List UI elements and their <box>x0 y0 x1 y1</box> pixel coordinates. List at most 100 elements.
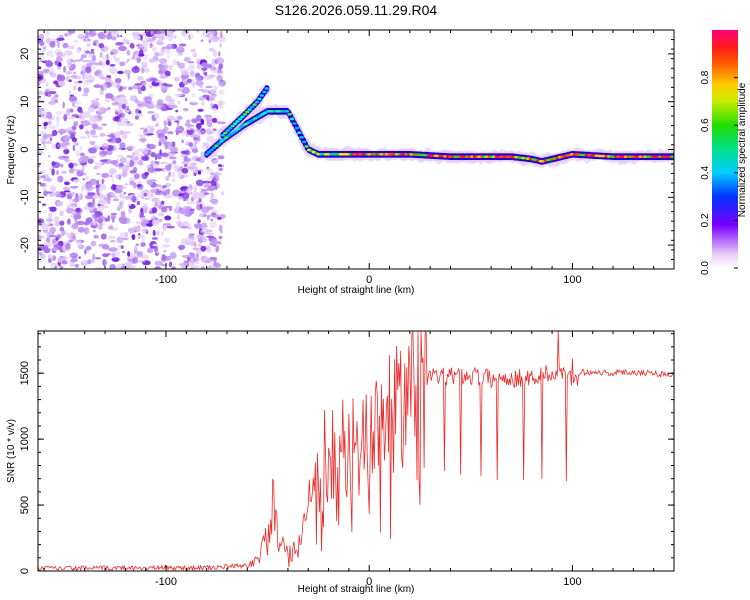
noise-blob <box>221 191 224 196</box>
noise-blob <box>49 54 54 58</box>
noise-blob <box>113 195 119 200</box>
noise-blob <box>44 91 49 97</box>
noise-blob <box>159 161 169 165</box>
ridge-core <box>302 140 307 144</box>
noise-blob <box>155 80 160 83</box>
noise-blob <box>46 30 50 37</box>
ridge-core <box>294 126 300 130</box>
noise-blob <box>170 63 174 70</box>
ridge-core <box>221 138 226 141</box>
noise-blob <box>57 41 60 49</box>
noise-blob <box>105 77 111 83</box>
noise-blob <box>79 136 88 139</box>
noise-blob <box>63 65 66 73</box>
colorbar-ticks: 0.0 0.2 0.4 0.6 0.8 <box>700 70 738 275</box>
noise-blob <box>98 43 105 49</box>
noise-blob <box>94 257 102 260</box>
noise-blob <box>119 34 123 38</box>
noise-blob <box>183 212 192 217</box>
noise-blob <box>95 161 102 169</box>
noise-blob <box>38 97 42 102</box>
noise-blob <box>175 201 181 209</box>
noise-blob <box>194 53 197 58</box>
noise-blob <box>153 33 163 38</box>
noise-blob <box>78 156 87 164</box>
noise-blob <box>195 179 204 187</box>
noise-blob <box>150 30 154 36</box>
noise-blob <box>68 90 72 94</box>
noise-blob <box>199 228 202 231</box>
noise-blob <box>140 207 144 214</box>
noise-blob <box>116 84 121 89</box>
noise-blob <box>86 229 90 234</box>
ridge-core <box>284 110 290 113</box>
noise-blob <box>118 162 124 167</box>
noise-blob <box>220 30 223 38</box>
noise-blob <box>144 68 150 73</box>
ridge-core <box>226 134 231 138</box>
noise-blob <box>213 263 221 268</box>
noise-blob <box>68 225 72 229</box>
noise-blob <box>42 245 49 250</box>
noise-blob <box>198 213 204 218</box>
noise-blob <box>79 193 84 200</box>
noise-blob <box>86 259 92 265</box>
noise-blob <box>42 254 47 258</box>
y-tick-label: -20 <box>19 237 31 253</box>
noise-blob <box>90 48 94 52</box>
noise-blob <box>194 223 203 229</box>
noise-blob <box>206 232 215 235</box>
noise-blob <box>135 243 139 247</box>
noise-blob <box>59 210 64 217</box>
noise-blob <box>46 111 53 119</box>
noise-blob <box>161 46 171 50</box>
noise-blob <box>133 173 140 180</box>
noise-blob <box>147 111 155 114</box>
noise-blob <box>152 207 157 214</box>
noise-blob <box>151 215 156 220</box>
noise-blob <box>133 226 141 232</box>
noise-blob <box>146 37 156 43</box>
ridge-core <box>204 153 209 156</box>
noise-blob <box>114 77 122 84</box>
noise-blob <box>93 207 98 213</box>
noise-blob <box>105 93 114 99</box>
noise-blob <box>66 109 71 116</box>
noise-blob <box>186 201 195 205</box>
noise-blob <box>85 183 94 190</box>
ridge-core <box>304 145 309 148</box>
noise-blob <box>87 192 96 196</box>
noise-blob <box>47 90 57 95</box>
noise-blob <box>154 247 159 253</box>
noise-blob <box>61 245 66 252</box>
noise-blob <box>205 85 213 89</box>
noise-blob <box>209 88 217 95</box>
noise-blob <box>177 52 181 57</box>
noise-blob <box>56 66 62 70</box>
ridge-core <box>289 117 295 121</box>
noise-blob <box>168 262 172 268</box>
noise-blob <box>64 33 69 37</box>
noise-blob <box>102 55 107 61</box>
noise-blob <box>54 94 59 98</box>
noise-blob <box>151 219 159 227</box>
noise-blob <box>201 222 207 228</box>
noise-blob <box>56 234 62 239</box>
noise-blob <box>53 218 60 224</box>
y-tick-label: 500 <box>19 496 31 514</box>
noise-blob <box>199 237 203 243</box>
noise-blob <box>201 130 206 134</box>
noise-blob <box>170 252 177 259</box>
noise-blob <box>127 145 136 150</box>
noise-blob <box>207 214 216 217</box>
noise-blob <box>43 248 51 254</box>
noise-blob <box>159 74 168 79</box>
noise-blob <box>164 223 172 227</box>
noise-blob <box>174 93 183 97</box>
snr-xlabel: Height of straight line (km) <box>298 584 415 595</box>
noise-blob <box>88 147 97 154</box>
noise-blob <box>107 235 116 240</box>
ridge-core <box>236 127 241 131</box>
x-tick-label: 100 <box>563 576 581 588</box>
noise-blob <box>43 46 47 50</box>
